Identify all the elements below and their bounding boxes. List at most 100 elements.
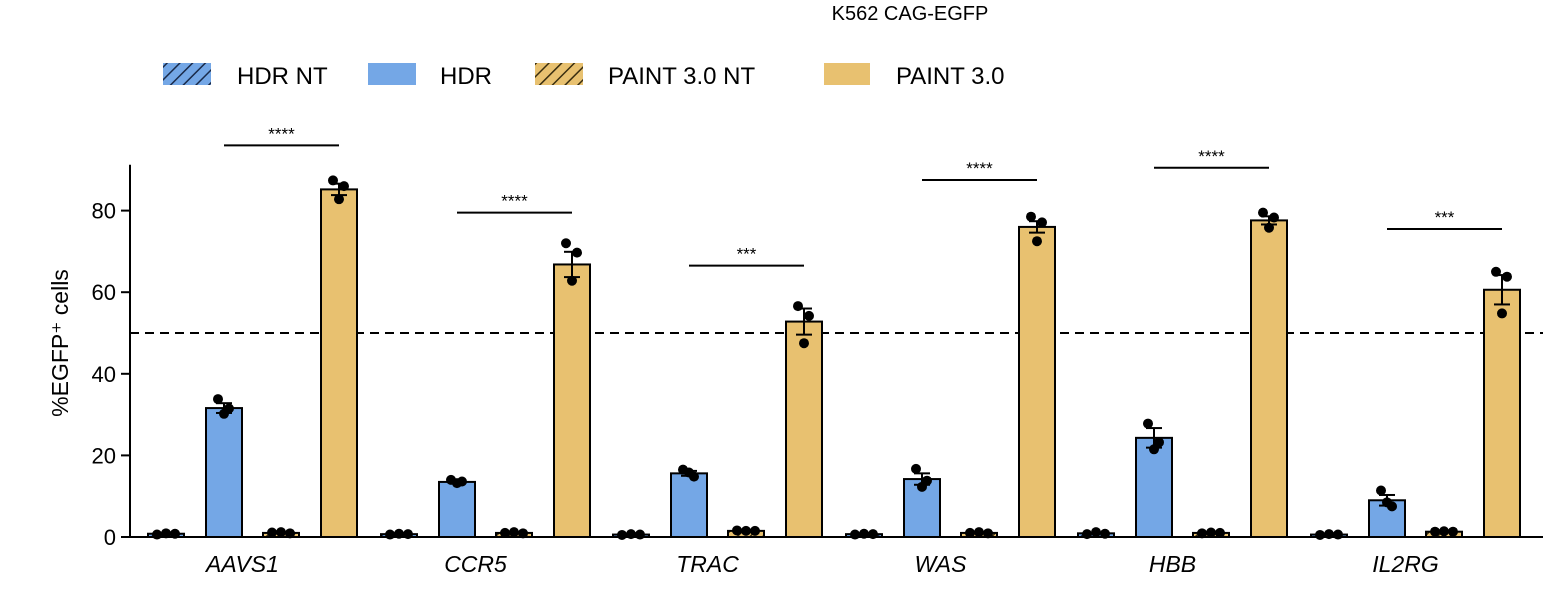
axes: 0 20 40 60 80 AAVS1 CCR5 TRAC WAS HBB IL2RG <box>92 164 1543 577</box>
data-point <box>793 301 803 312</box>
legend-swatch <box>535 63 583 85</box>
significance-label: **** <box>1198 147 1225 166</box>
data-point <box>1376 485 1386 496</box>
y-tick-label: 20 <box>92 443 116 468</box>
data-point <box>452 478 462 489</box>
legend-swatch <box>368 63 416 85</box>
data-point <box>276 527 286 538</box>
legend-item: HDR NT <box>163 63 328 90</box>
data-point <box>1215 527 1225 538</box>
legend-swatch <box>824 63 870 85</box>
legend-label: HDR <box>440 63 492 90</box>
data-point <box>509 527 519 538</box>
legend-label: PAINT 3.0 NT <box>608 63 755 90</box>
data-point <box>1497 308 1507 319</box>
y-tick-label: 80 <box>92 199 116 224</box>
x-tick-label: WAS <box>915 551 968 577</box>
bar-paint-3-0-hbb <box>1250 219 1288 538</box>
chart-title: K562 CAG-EGFP <box>832 3 989 25</box>
data-point <box>219 408 229 419</box>
data-point <box>1491 266 1501 277</box>
data-point <box>917 481 927 492</box>
data-point <box>799 338 809 349</box>
x-tick-label: IL2RG <box>1372 551 1438 577</box>
data-point <box>1026 211 1036 222</box>
x-tick-label: CCR5 <box>444 551 507 577</box>
data-point <box>339 181 349 192</box>
data-point <box>403 529 413 540</box>
data-point <box>1258 207 1268 218</box>
data-point <box>1448 526 1458 537</box>
data-point <box>684 467 694 478</box>
data-point <box>750 525 760 536</box>
significance-label: *** <box>1435 208 1455 227</box>
data-point <box>1032 236 1042 247</box>
data-point <box>328 175 338 186</box>
bar-paint-3-0-aavs1 <box>320 188 358 538</box>
data-point <box>859 528 869 539</box>
y-tick-label: 0 <box>104 525 116 550</box>
data-point <box>1149 444 1159 455</box>
significance-label: **** <box>268 124 295 143</box>
data-point <box>1502 271 1512 282</box>
data-point <box>1154 437 1164 448</box>
data-point <box>1439 526 1449 537</box>
legend-label: HDR NT <box>237 63 328 90</box>
bar-paint-3-0-trac <box>785 320 823 538</box>
data-point <box>911 463 921 474</box>
data-point <box>170 528 180 539</box>
bar-hdr-aavs1 <box>205 407 243 538</box>
bar-hdr-hbb <box>1135 436 1173 538</box>
data-point <box>868 529 878 540</box>
data-point <box>1037 217 1047 228</box>
data-point <box>1100 528 1110 539</box>
bar-paint-3-0-was <box>1018 225 1056 538</box>
data-point <box>152 529 162 540</box>
significance-label: **** <box>966 159 993 178</box>
legend-item: PAINT 3.0 NT <box>535 63 755 90</box>
data-point <box>567 275 577 286</box>
data-point <box>1333 529 1343 540</box>
data-point <box>1143 418 1153 429</box>
bar-paint-3-0-ccr5 <box>553 263 591 538</box>
bar-hdr-trac <box>670 472 708 538</box>
data-point <box>1197 528 1207 539</box>
data-point <box>1264 222 1274 233</box>
x-tick-label: AAVS1 <box>204 551 279 577</box>
data-point <box>1091 527 1101 538</box>
data-point <box>334 194 344 205</box>
data-point <box>635 529 645 540</box>
data-point <box>213 394 223 405</box>
legend: HDR NT HDR PAINT 3.0 NT PAINT 3.0 <box>163 63 1005 90</box>
data-point <box>617 529 627 540</box>
legend-item: HDR <box>368 63 492 90</box>
data-point <box>983 528 993 539</box>
data-point <box>741 525 751 536</box>
legend-swatch <box>163 63 211 85</box>
data-point <box>285 528 295 539</box>
significance-label: *** <box>737 245 757 264</box>
data-point <box>1206 527 1216 538</box>
data-point <box>965 527 975 538</box>
significance-label: **** <box>501 192 528 211</box>
y-tick-label: 40 <box>92 362 116 387</box>
data-point <box>732 525 742 536</box>
bars <box>147 175 1521 540</box>
y-tick-label: 60 <box>92 280 116 305</box>
data-point <box>1430 526 1440 537</box>
x-tick-label: TRAC <box>676 551 739 577</box>
data-point <box>518 528 528 539</box>
data-point <box>500 527 510 538</box>
data-point <box>385 529 395 540</box>
y-axis-label: %EGFP⁺ cells <box>47 269 73 417</box>
bar-paint-3-0-il2rg <box>1483 288 1521 539</box>
data-point <box>1082 529 1092 540</box>
data-point <box>561 238 571 249</box>
data-point <box>267 527 277 538</box>
significance-annotations: ********************** <box>224 124 1502 267</box>
data-point <box>974 527 984 538</box>
data-point <box>161 528 171 539</box>
bar-hdr-ccr5 <box>438 480 476 539</box>
data-point <box>804 310 814 321</box>
